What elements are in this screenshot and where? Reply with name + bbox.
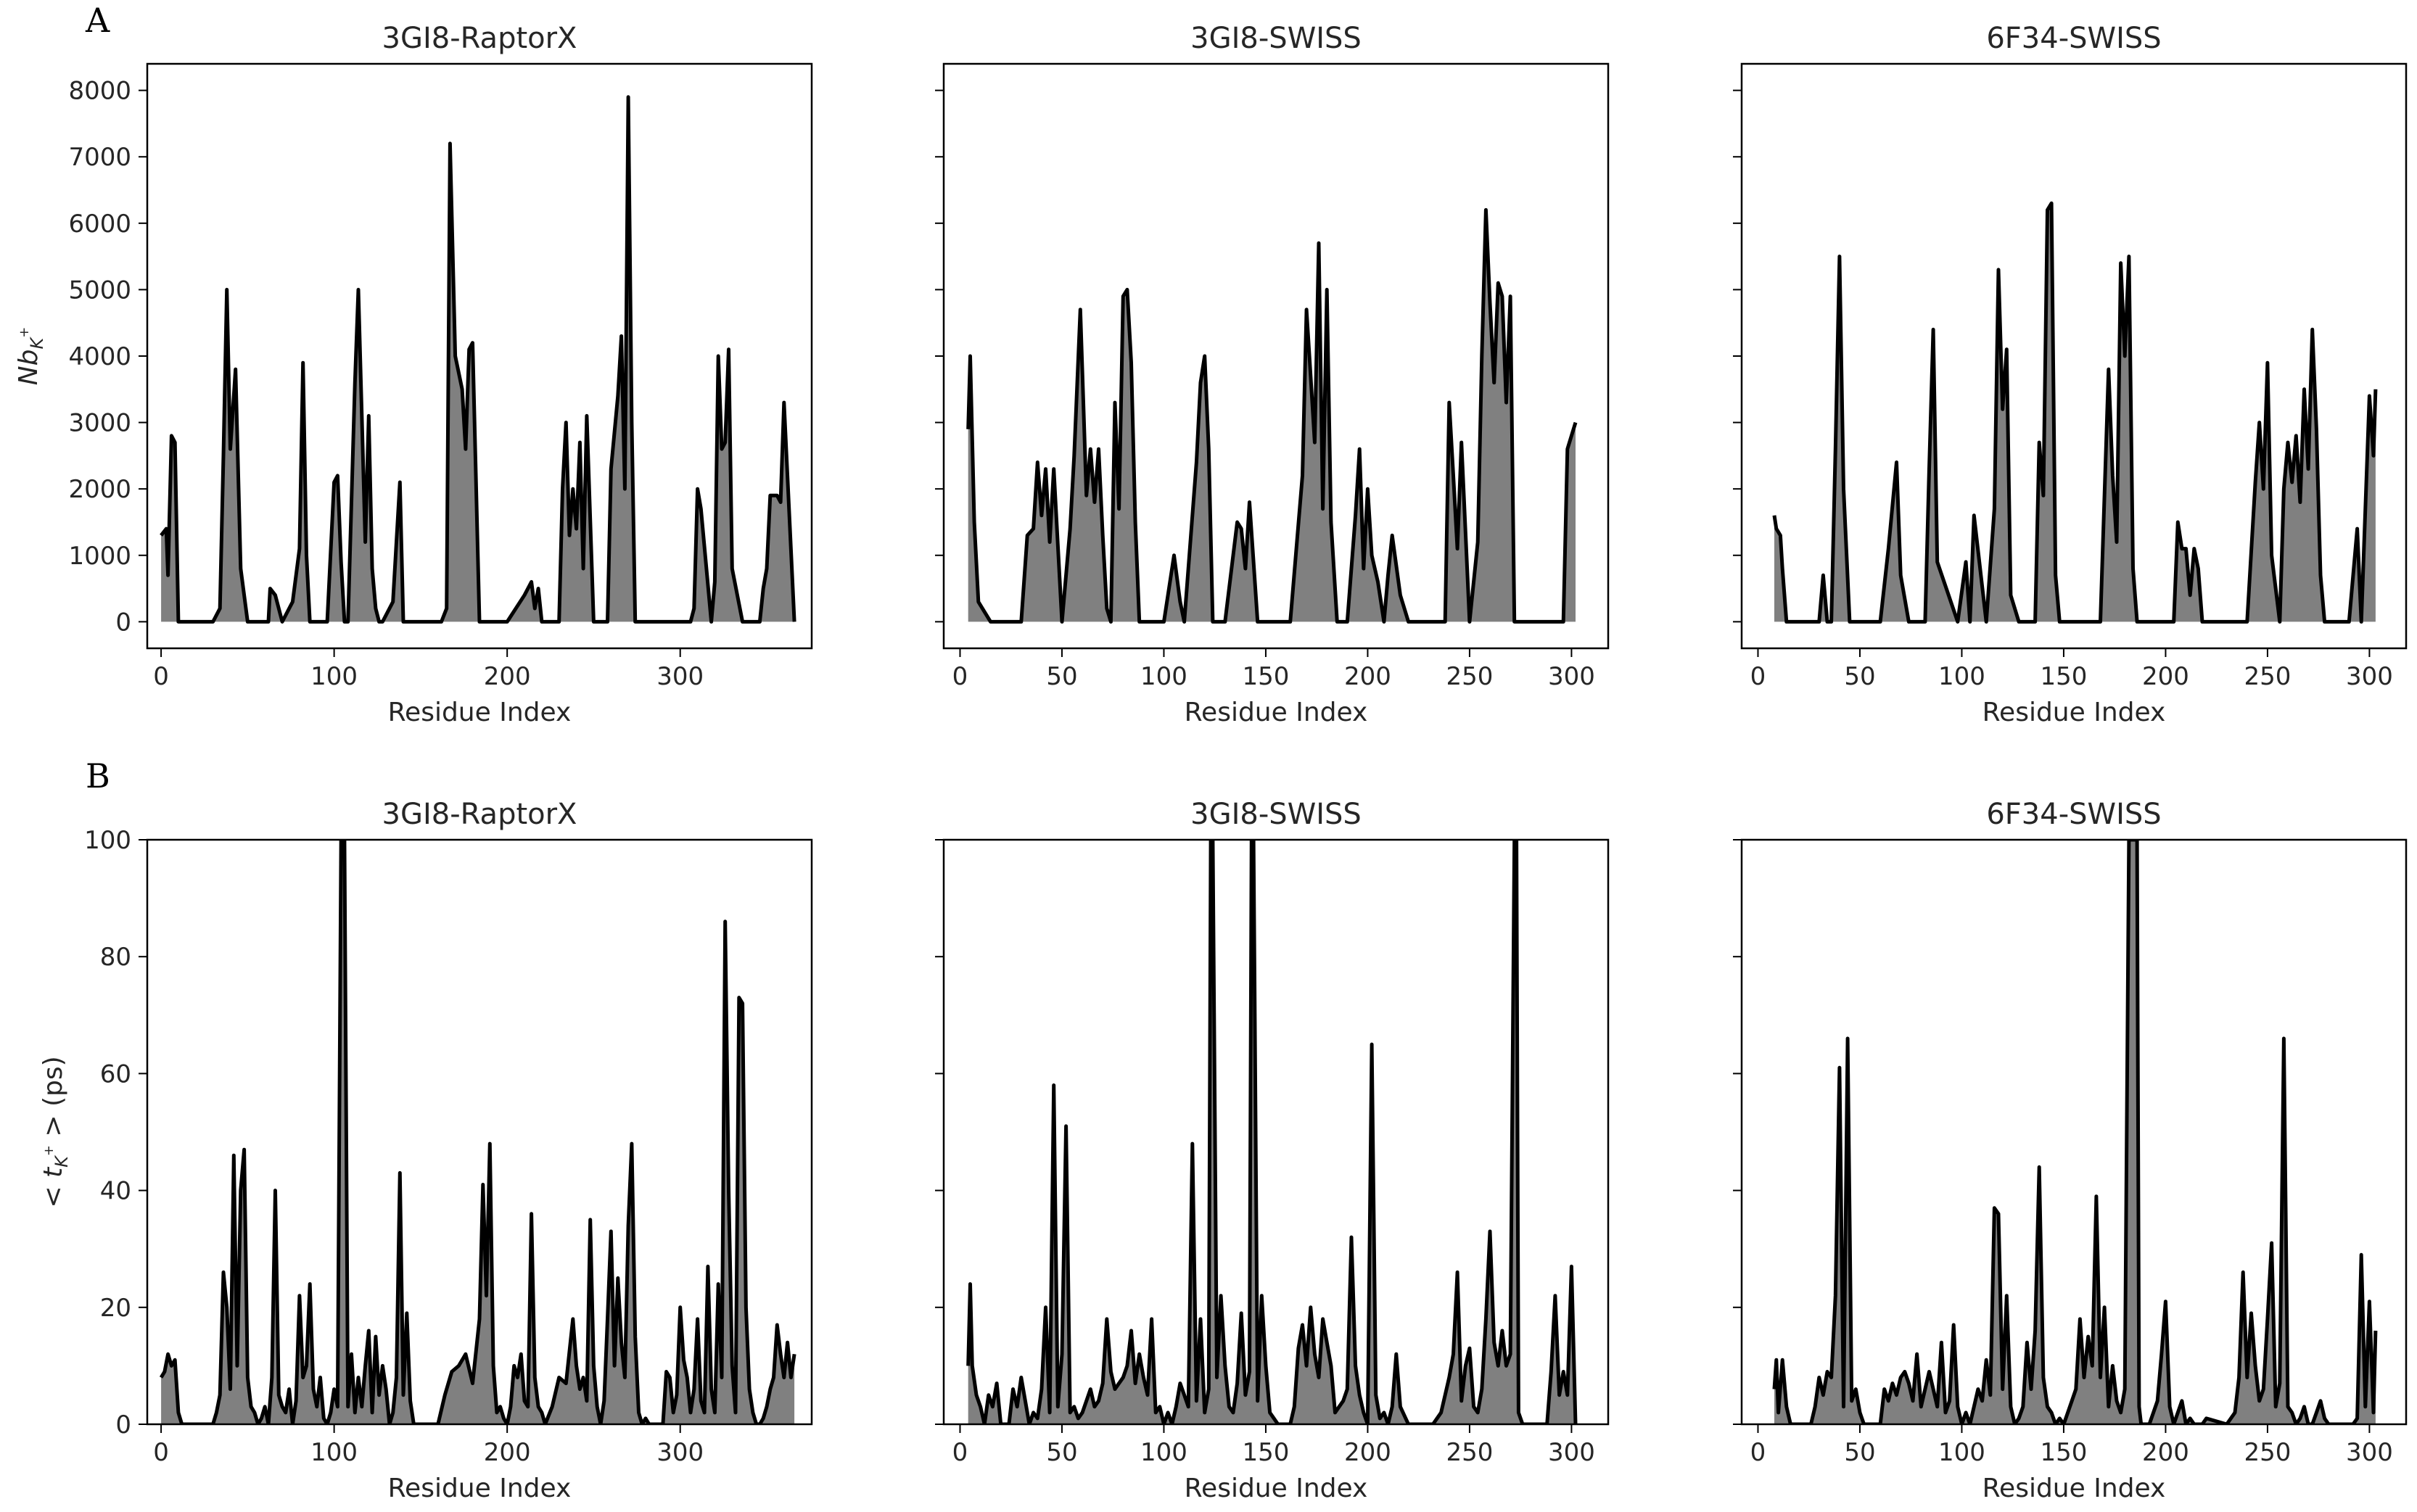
- chart-title: 3GI8-SWISS: [1190, 798, 1362, 831]
- row-label-b: B: [86, 756, 110, 796]
- y-tick-label: 40: [100, 1177, 131, 1206]
- chart-6: 0 50 100 150 200 250 300 6F34-SWISS Residue Inde…: [1733, 798, 2408, 1503]
- x-tick-label: 0: [153, 1438, 169, 1467]
- x-tick-label: 0: [153, 662, 169, 691]
- chart-1: 0 100 200 300010002000300040005000600070008…: [14, 22, 813, 727]
- x-tick-label: 300: [656, 662, 704, 691]
- x-axis-label: Residue Index: [1185, 698, 1368, 727]
- chart-title: 3GI8-RaptorX: [382, 798, 577, 831]
- plot-frame: [942, 838, 1610, 1426]
- chart-title: 6F34-SWISS: [1986, 798, 2161, 831]
- x-axis-label: Residue Index: [1982, 1474, 2166, 1503]
- x-tick-label: 150: [2040, 662, 2087, 691]
- series-area: [1774, 840, 2376, 1424]
- x-tick-label: 250: [2244, 1438, 2291, 1467]
- x-tick-label: 250: [2244, 662, 2291, 691]
- series-line: [966, 840, 1578, 1424]
- x-tick-label: 100: [1140, 1438, 1187, 1467]
- x-tick-label: 250: [1446, 662, 1493, 691]
- y-tick-label: 100: [84, 826, 131, 855]
- series-area: [968, 210, 1576, 622]
- x-tick-label: 100: [310, 1438, 358, 1467]
- chart-5: 0 50 100 150 200 250 300 3GI8-SWISS Residue Inde…: [935, 798, 1610, 1503]
- y-tick-label: 20: [100, 1294, 131, 1323]
- x-tick-label: 300: [1548, 1438, 1595, 1467]
- x-tick-label: 50: [1844, 1438, 1875, 1467]
- plot-frame: [1740, 838, 2408, 1426]
- x-tick-label: 300: [2346, 662, 2393, 691]
- y-axis-label: < tK+ > (ps): [38, 1056, 72, 1207]
- y-tick-label: 7000: [68, 143, 131, 172]
- x-tick-label: 50: [1046, 1438, 1077, 1467]
- x-tick-label: 0: [1750, 662, 1766, 691]
- series-area: [1774, 203, 2376, 622]
- row-label-a: A: [85, 1, 110, 40]
- x-tick-label: 200: [2142, 1438, 2189, 1467]
- x-tick-label: 150: [1242, 662, 1289, 691]
- x-tick-label: 50: [1046, 662, 1077, 691]
- x-tick-label: 100: [1938, 662, 1985, 691]
- y-tick-label: 1000: [68, 542, 131, 571]
- chart-title: 3GI8-RaptorX: [382, 22, 577, 55]
- y-tick-label: 6000: [68, 210, 131, 239]
- y-tick-label: 5000: [68, 276, 131, 305]
- x-tick-label: 300: [2346, 1438, 2393, 1467]
- x-tick-label: 0: [952, 1438, 968, 1467]
- chart-3: 0 50 100 150 200 250 300 6F34-SWISS Residue Inde…: [1733, 22, 2408, 727]
- x-tick-label: 200: [484, 1438, 531, 1467]
- x-axis-label: Residue Index: [388, 1474, 572, 1503]
- y-axis-label: NbK+: [14, 327, 47, 386]
- x-tick-label: 0: [1750, 1438, 1766, 1467]
- chart-panels: 0 100 200 300010002000300040005000600070008…: [14, 22, 2408, 1503]
- chart-title: 3GI8-SWISS: [1190, 22, 1362, 55]
- series-line: [160, 95, 796, 624]
- x-tick-label: 200: [2142, 662, 2189, 691]
- series-line: [966, 208, 1578, 624]
- chart-4: 0 100 200 300 0 20 40 60 80 100 3GI8-RaptorX Residu…: [38, 798, 813, 1503]
- series-line: [1772, 840, 2378, 1424]
- y-tick-label: 2000: [68, 475, 131, 504]
- y-tick-label: 80: [100, 943, 131, 972]
- y-tick-label: 8000: [68, 77, 131, 106]
- y-tick-label: 4000: [68, 342, 131, 371]
- series-line: [159, 840, 796, 1424]
- x-tick-label: 50: [1844, 662, 1875, 691]
- x-axis-label: Residue Index: [388, 698, 572, 727]
- x-tick-label: 100: [1140, 662, 1187, 691]
- y-tick-label: 0: [115, 608, 131, 637]
- x-tick-label: 200: [484, 662, 531, 691]
- x-tick-label: 100: [310, 662, 358, 691]
- chart-2: 0 50 100 150 200 250 300 3GI8-SWISS Residue Inde…: [935, 22, 1610, 727]
- y-tick-label: 60: [100, 1059, 131, 1088]
- y-tick-label: 0: [115, 1410, 131, 1439]
- chart-title: 6F34-SWISS: [1986, 22, 2161, 55]
- x-tick-label: 150: [2040, 1438, 2087, 1467]
- x-axis-label: Residue Index: [1982, 698, 2166, 727]
- x-tick-label: 100: [1938, 1438, 1985, 1467]
- y-tick-label: 3000: [68, 409, 131, 438]
- x-tick-label: 200: [1344, 662, 1391, 691]
- x-tick-label: 300: [656, 1438, 704, 1467]
- x-tick-label: 300: [1548, 662, 1595, 691]
- plot-frame: [146, 838, 813, 1426]
- x-tick-label: 0: [952, 662, 968, 691]
- series-line: [1772, 201, 2378, 624]
- x-tick-label: 150: [1242, 1438, 1289, 1467]
- x-tick-label: 200: [1344, 1438, 1391, 1467]
- x-tick-label: 250: [1446, 1438, 1493, 1467]
- x-axis-label: Residue Index: [1185, 1474, 1368, 1503]
